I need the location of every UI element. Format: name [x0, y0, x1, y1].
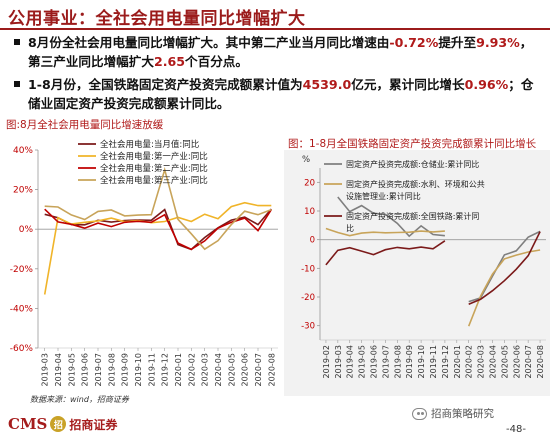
x-tick-label: 2019-03: [334, 345, 343, 378]
y-tick-label: 20%: [13, 186, 33, 196]
y-unit-label: %: [302, 155, 310, 165]
x-tick-label: 2020-08: [267, 353, 276, 386]
legend-label: 固定资产投资完成额:全国铁路:累计同: [346, 211, 479, 221]
bullet-text: 个百分点。: [185, 54, 248, 69]
bullet-text: ，第三产业同比增幅扩大: [28, 35, 533, 69]
bullet-text: ；仓储业固定资产投资完成额累计同比。: [28, 77, 534, 111]
x-tick-label: 2019-08: [393, 345, 402, 378]
x-tick-label: 2019-11: [147, 353, 156, 386]
y-tick-label: -30: [301, 322, 315, 332]
y-tick-label: 10: [304, 207, 315, 217]
x-tick-label: 2019-07: [381, 345, 390, 378]
x-tick-label: 2020-05: [500, 345, 509, 378]
page-number: -48-: [506, 424, 526, 435]
x-tick-label: 2019-12: [161, 353, 170, 386]
bullet-highlight: 2.65: [153, 54, 186, 69]
x-tick-label: 2020-04: [488, 345, 497, 378]
title-divider: [0, 28, 550, 30]
bullet-text: 提升至: [438, 35, 477, 50]
slide-title: 公用事业：全社会用电量同比增幅扩大: [8, 9, 306, 29]
logo-badge-icon: 招: [50, 416, 67, 432]
chart-right-panel: -30 -20 -10 0 10 20% 2019-02 2019-03 2019-04 2019…: [284, 150, 550, 396]
chart-left-title: 图:8月全社会用电量同比增速放缓: [6, 119, 164, 131]
bullet-highlight: 4539.0: [302, 77, 352, 92]
series-line: [325, 231, 541, 305]
x-tick-label: 2019-04: [346, 345, 355, 378]
x-tick-label: 2020-07: [524, 345, 533, 378]
bullet-highlight: -0.72%: [389, 35, 439, 50]
watermark-text: 招商策略研究: [431, 408, 494, 420]
x-tick-label: 2020-02: [465, 345, 474, 378]
x-tick-label: 2020-01: [174, 353, 183, 386]
company-logo: CMS 招 招商证券: [8, 415, 117, 433]
bullet-highlight: 0.96%: [464, 77, 509, 92]
summary-bullets: 8月份全社会用电量同比增幅扩大。其中第二产业当月同比增速由-0.72%提升至9.…: [14, 33, 544, 117]
bullet-railway-investment: 1-8月份，全国铁路固定资产投资完成额累计值为4539.0亿元，累计同比增长0.…: [14, 75, 544, 113]
x-tick-label: 2019-04: [54, 353, 63, 386]
x-tick-label: 2019-06: [370, 345, 379, 378]
bullet-power-usage: 8月份全社会用电量同比增幅扩大。其中第二产业当月同比增速由-0.72%提升至9.…: [14, 33, 544, 71]
legend-label: 固定资产投资完成额:水利、环境和公共: [346, 179, 485, 189]
x-tick-label: 2020-03: [201, 353, 210, 386]
legend: 固定资产投资完成额:仓储业:累计同比固定资产投资完成额:水利、环境和公共设施管理…: [324, 159, 485, 233]
bullet-highlight: 9.93%: [476, 35, 520, 50]
x-tick-label: 2019-11: [429, 345, 438, 378]
y-tick-label: -40%: [10, 304, 34, 314]
chart-left-panel: -60% -40% -20% 0% 20% 40% 2019-03 2019-04 2019-0…: [0, 132, 282, 392]
bullet-text: 1-8月份，全国铁路固定资产投资完成额累计值为: [28, 77, 303, 92]
series-line: [44, 166, 272, 251]
x-tick-label: 2019-03: [41, 353, 50, 386]
y-tick-label: 20: [304, 178, 315, 188]
legend-label: 全社会用电量:第一产业:同比: [100, 151, 208, 162]
x-tick-label: 2020-02: [187, 353, 196, 386]
y-tick-label: 0: [310, 236, 315, 246]
x-tick-label: 2019-10: [134, 353, 143, 386]
x-tick-label: 2020-01: [453, 345, 462, 378]
x-tick-label: 2020-04: [214, 353, 223, 386]
bullet-text: 亿元，累计同比增长: [351, 77, 465, 92]
logo-name: 招商证券: [69, 417, 118, 432]
x-tick-label: 2020-07: [254, 353, 263, 386]
x-tick-label: 2020-06: [512, 345, 521, 378]
chart-left-svg: -60% -40% -20% 0% 20% 40% 2019-03 2019-04 2019-0…: [10, 139, 278, 386]
x-tick-label: 2019-10: [417, 345, 426, 378]
bullet-text: 8月份全社会用电量同比增幅扩大。其中第二产业当月同比增速由: [28, 35, 390, 50]
legend-label: 比: [346, 223, 354, 233]
y-tick-label: 40%: [13, 146, 33, 156]
legend: 全社会用电量:当月值:同比全社会用电量:第一产业:同比全社会用电量:第二产业:同…: [78, 139, 208, 186]
series-line: [43, 201, 272, 295]
series-line: [44, 208, 272, 251]
legend-label: 全社会用电量:当月值:同比: [100, 139, 199, 150]
y-tick-label: 0%: [19, 225, 34, 235]
y-tick-label: -60%: [10, 344, 34, 354]
x-tick-label: 2019-07: [94, 353, 103, 386]
x-tick-label: 2019-02: [322, 345, 331, 378]
x-tick-label: 2020-08: [536, 345, 545, 378]
legend-label: 全社会用电量:第二产业:同比: [100, 163, 208, 174]
x-tick-label: 2019-06: [81, 353, 90, 386]
x-tick-label: 2019-12: [441, 345, 450, 378]
data-source: 数据来源：wind，招商证券: [30, 395, 129, 404]
legend-label: 固定资产投资完成额:仓储业:累计同比: [346, 159, 479, 169]
x-tick-label: 2019-08: [107, 353, 116, 386]
legend-label: 设施管理业:累计同比: [346, 191, 421, 201]
wechat-watermark: 招商策略研究: [412, 406, 494, 421]
legend-label: 全社会用电量:第三产业:同比: [100, 175, 208, 186]
x-tick-label: 2020-03: [477, 345, 486, 378]
x-tick-label: 2020-06: [241, 353, 250, 386]
logo-text: CMS: [8, 415, 48, 433]
y-tick-label: -20%: [10, 265, 34, 275]
x-tick-label: 2019-05: [358, 345, 367, 378]
x-tick-label: 2019-09: [405, 345, 414, 378]
y-tick-label: -10: [301, 264, 315, 274]
wechat-icon: [412, 407, 427, 420]
y-tick-label: -20: [301, 293, 315, 303]
x-tick-label: 2020-05: [227, 353, 236, 386]
x-tick-label: 2019-09: [121, 353, 130, 386]
series-line: [325, 227, 541, 327]
x-tick-label: 2019-05: [67, 353, 76, 386]
